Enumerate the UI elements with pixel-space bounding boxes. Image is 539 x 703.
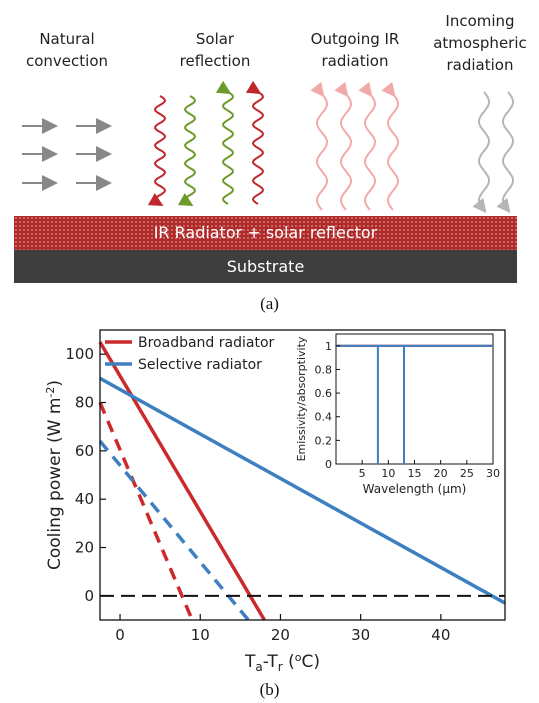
outgoing-ir-wave [381,81,400,211]
inset-y-tick-label: 0 [325,458,332,471]
inset-frame [335,333,494,465]
inset-x-tick-label: 20 [434,467,448,480]
solar-reflected-green-wave [215,80,235,205]
incoming-atmospheric-wave [496,91,515,214]
x-tick-label: 30 [351,626,370,644]
legend-label: Selective radiator [138,357,262,373]
y-tick-label: 80 [75,394,94,412]
outgoing-ir-wave [334,81,353,211]
caption-b: (b) [259,680,280,699]
inset-x-tick-label: 5 [359,467,366,480]
inset-x-tick-label: 10 [381,467,395,480]
inset-x-tick-label: 15 [408,467,422,480]
wave-arrows [147,80,515,214]
y-tick-label: 20 [75,539,94,557]
caption-a: (a) [260,294,279,313]
outgoing-ir-wave [310,81,329,211]
x-axis-label: Ta-Tr (oC) [244,651,320,674]
label-text: Outgoing IR radiation [310,30,400,70]
series-line-2 [99,376,506,605]
solar-incoming-green-wave [177,95,197,206]
solar-reflected-red-wave [245,80,265,205]
inset-y-tick-label: 0.4 [315,411,333,424]
substrate-layer: Substrate [14,250,517,283]
legend-label: Broadband radiator [138,335,275,351]
outgoing-ir-wave [358,81,377,211]
label-text: Natural convection [25,30,109,70]
inset-x-tick-label: 25 [460,467,474,480]
y-tick-label: 0 [84,587,94,605]
inset-y-tick-label: 0.2 [315,434,333,447]
radiation-arrows-diagram [22,80,515,214]
label-text: Incoming atmospheric radiation [433,12,527,74]
inset-y-tick-label: 0.6 [315,387,333,400]
y-tick-label: 100 [65,345,94,363]
series-line-0 [98,341,266,621]
x-tick-label: 40 [431,626,450,644]
label-solar-reflection: Solar reflection [160,28,270,72]
x-tick-label: 10 [191,626,210,644]
label-incoming-atmospheric: Incoming atmospheric radiation [430,10,530,76]
y-tick-label: 40 [75,490,94,508]
inset-x-tick-label: 30 [486,467,500,480]
y-axis-label: Cooling power (W m-2) [44,380,65,570]
series-line-1 [98,401,194,621]
inset-x-axis-label: Wavelength (μm) [363,482,467,496]
inset-y-axis-label: Emissivity/absorptivity [295,336,308,461]
convection-arrows [22,118,112,191]
inset-y-tick-label: 1 [325,340,332,353]
substrate-layer-label: Substrate [226,257,305,276]
plot-frame [99,329,506,621]
x-tick-label: 20 [271,626,290,644]
incoming-atmospheric-wave [472,91,491,214]
radiator-layer-label: IR Radiator + solar reflector [153,223,378,242]
y-tick-label: 60 [75,442,94,460]
inset-y-tick-label: 0.8 [315,363,333,376]
radiator-layer: IR Radiator + solar reflector [14,216,517,250]
label-natural-convection: Natural convection [22,28,112,72]
label-outgoing-ir: Outgoing IR radiation [300,28,410,72]
inset-series-line-1 [336,344,493,464]
solar-incoming-red-wave [147,95,167,206]
x-tick-label: 0 [115,626,125,644]
label-text: Solar reflection [179,30,251,70]
